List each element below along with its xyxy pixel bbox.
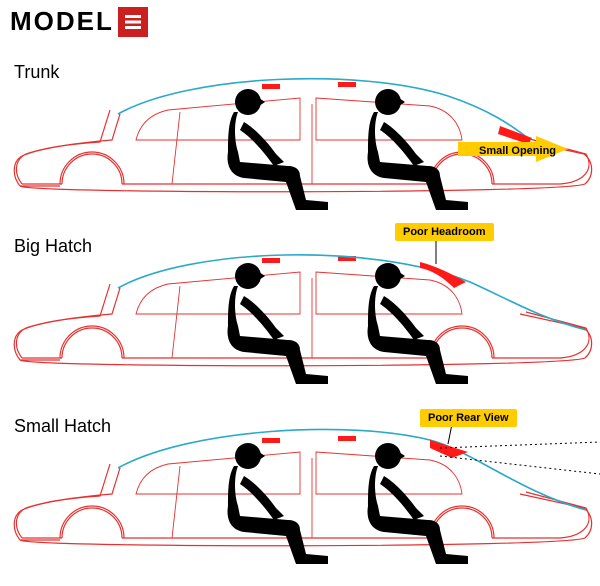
row-trunk: Trunk Small Opening [0, 44, 600, 214]
car-svg-big-hatch [0, 218, 600, 398]
model3-logo: MODEL [10, 6, 148, 37]
diagram-page: MODEL Trunk Small Opening Big Hatch Poor… [0, 0, 600, 586]
callout-big-hatch: Poor Headroom [395, 223, 494, 241]
row-small-hatch: Small Hatch Poor Rear View [0, 398, 600, 568]
logo-badge [118, 7, 148, 37]
logo-3bar-icon [122, 11, 144, 33]
callout-trunk: Small Opening [471, 142, 564, 160]
callout-small-hatch: Poor Rear View [420, 409, 517, 427]
row-big-hatch: Big Hatch Poor Headroom [0, 218, 600, 388]
logo-text: MODEL [10, 6, 114, 37]
car-svg-trunk [0, 44, 600, 224]
